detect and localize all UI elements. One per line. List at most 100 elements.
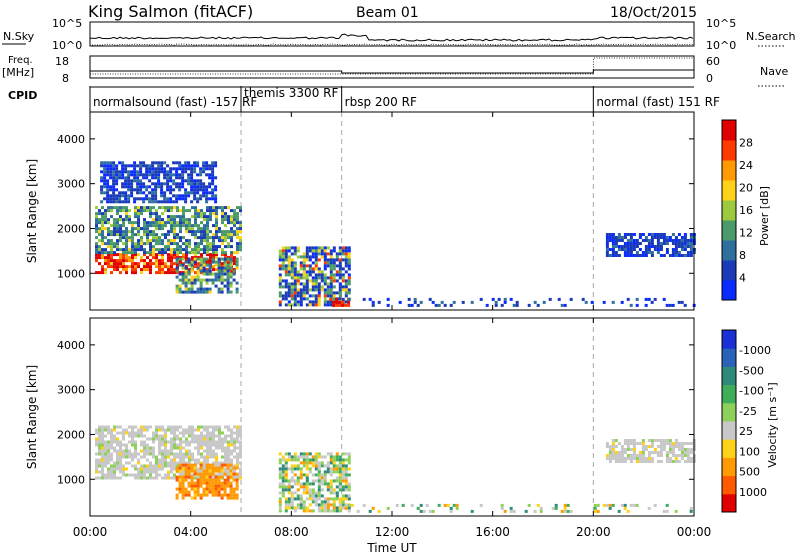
range-gate-cell — [101, 452, 104, 456]
range-gate-cell — [121, 176, 125, 180]
range-gate-cell — [569, 509, 573, 513]
range-gate-cell — [296, 270, 300, 274]
range-gate-cell — [281, 258, 285, 262]
range-gate-cell — [323, 500, 327, 504]
nsearch-trace — [89, 43, 694, 46]
range-gate-cell — [143, 446, 146, 450]
colorbar-swatch — [722, 366, 736, 386]
range-gate-cell — [194, 206, 197, 210]
range-gate-cell — [197, 446, 200, 450]
range-gate-cell — [106, 188, 110, 192]
range-gate-cell — [175, 290, 179, 294]
range-gate-cell — [127, 200, 131, 204]
range-gate-cell — [98, 230, 101, 234]
range-gate-cell — [211, 188, 215, 192]
range-gate-cell — [344, 252, 348, 256]
range-gate-cell — [293, 276, 297, 280]
range-gate-cell — [182, 473, 185, 477]
range-gate-cell — [209, 248, 212, 252]
range-gate-cell — [290, 455, 294, 459]
range-gate-cell — [155, 259, 158, 263]
range-gate-cell — [143, 449, 146, 453]
range-gate-cell — [299, 276, 303, 280]
range-gate-cell — [100, 179, 104, 183]
range-gate-cell — [608, 448, 612, 451]
range-gate-cell — [128, 236, 131, 240]
range-gate-cell — [101, 268, 104, 272]
range-gate-cell — [226, 466, 230, 470]
range-gate-cell — [686, 460, 690, 463]
range-gate-cell — [103, 173, 107, 177]
range-gate-cell — [139, 164, 143, 168]
range-gate-cell — [179, 473, 182, 477]
range-gate-cell — [125, 242, 128, 246]
range-gate-cell — [193, 275, 197, 279]
range-gate-cell — [212, 209, 215, 213]
range-gate-cell — [182, 215, 185, 219]
range-gate-cell — [341, 473, 345, 477]
range-gate-cell — [197, 458, 200, 462]
range-gate-cell — [347, 503, 351, 507]
range-gate-cell — [146, 227, 149, 231]
range-gate-cell — [233, 470, 236, 474]
range-gate-cell — [158, 440, 161, 444]
range-gate-cell — [296, 300, 300, 304]
range-gate-cell — [128, 248, 131, 252]
range-gate-cell — [232, 269, 236, 273]
range-gate-cell — [163, 161, 167, 165]
range-gate-cell — [214, 263, 218, 267]
range-gate-cell — [236, 455, 239, 459]
range-gate-cell — [181, 487, 185, 491]
range-gate-cell — [232, 478, 236, 482]
range-gate-cell — [139, 173, 143, 177]
range-gate-cell — [226, 478, 230, 482]
range-gate-cell — [232, 493, 236, 497]
range-gate-cell — [163, 200, 167, 204]
range-gate-cell — [683, 245, 687, 248]
range-gate-cell — [202, 475, 206, 479]
range-gate-cell — [665, 303, 669, 307]
range-gate-cell — [212, 428, 215, 432]
range-gate-cell — [302, 503, 306, 507]
range-gate-cell — [193, 481, 197, 485]
range-gate-cell — [623, 439, 627, 442]
range-gate-cell — [236, 440, 239, 444]
range-gate-cell — [109, 164, 113, 168]
range-gate-cell — [209, 425, 212, 429]
range-gate-cell — [230, 440, 233, 444]
range-gate-cell — [104, 251, 107, 255]
range-gate-cell — [116, 467, 119, 471]
range-gate-cell — [236, 215, 239, 219]
range-gate-cell — [239, 245, 242, 249]
range-gate-cell — [305, 455, 309, 459]
range-gate-cell — [305, 476, 309, 480]
range-gate-cell — [305, 273, 309, 277]
range-gate-cell — [347, 455, 351, 459]
range-gate-cell — [686, 242, 690, 245]
range-gate-cell — [106, 194, 110, 198]
range-gate-cell — [668, 445, 672, 448]
range-gate-cell — [152, 206, 155, 210]
range-gate-cell — [311, 282, 315, 286]
range-gate-cell — [128, 230, 131, 234]
range-gate-cell — [617, 254, 621, 257]
x-tick-label: 08:00 — [274, 525, 309, 539]
range-gate-cell — [136, 188, 140, 192]
y-tick-label: 2000 — [57, 428, 85, 441]
range-gate-cell — [290, 503, 294, 507]
range-gate-cell — [98, 271, 101, 275]
range-gate-cell — [650, 245, 654, 248]
range-gate-cell — [332, 291, 336, 295]
range-gate-cell — [347, 258, 351, 262]
range-gate-cell — [113, 476, 116, 480]
range-gate-cell — [326, 264, 330, 268]
range-gate-cell — [299, 476, 303, 480]
range-gate-cell — [296, 249, 300, 253]
range-gate-cell — [323, 267, 327, 271]
range-gate-cell — [220, 290, 224, 294]
range-gate-cell — [191, 251, 194, 255]
range-gate-cell — [196, 490, 200, 494]
range-gate-cell — [169, 176, 173, 180]
range-gate-cell — [152, 248, 155, 252]
